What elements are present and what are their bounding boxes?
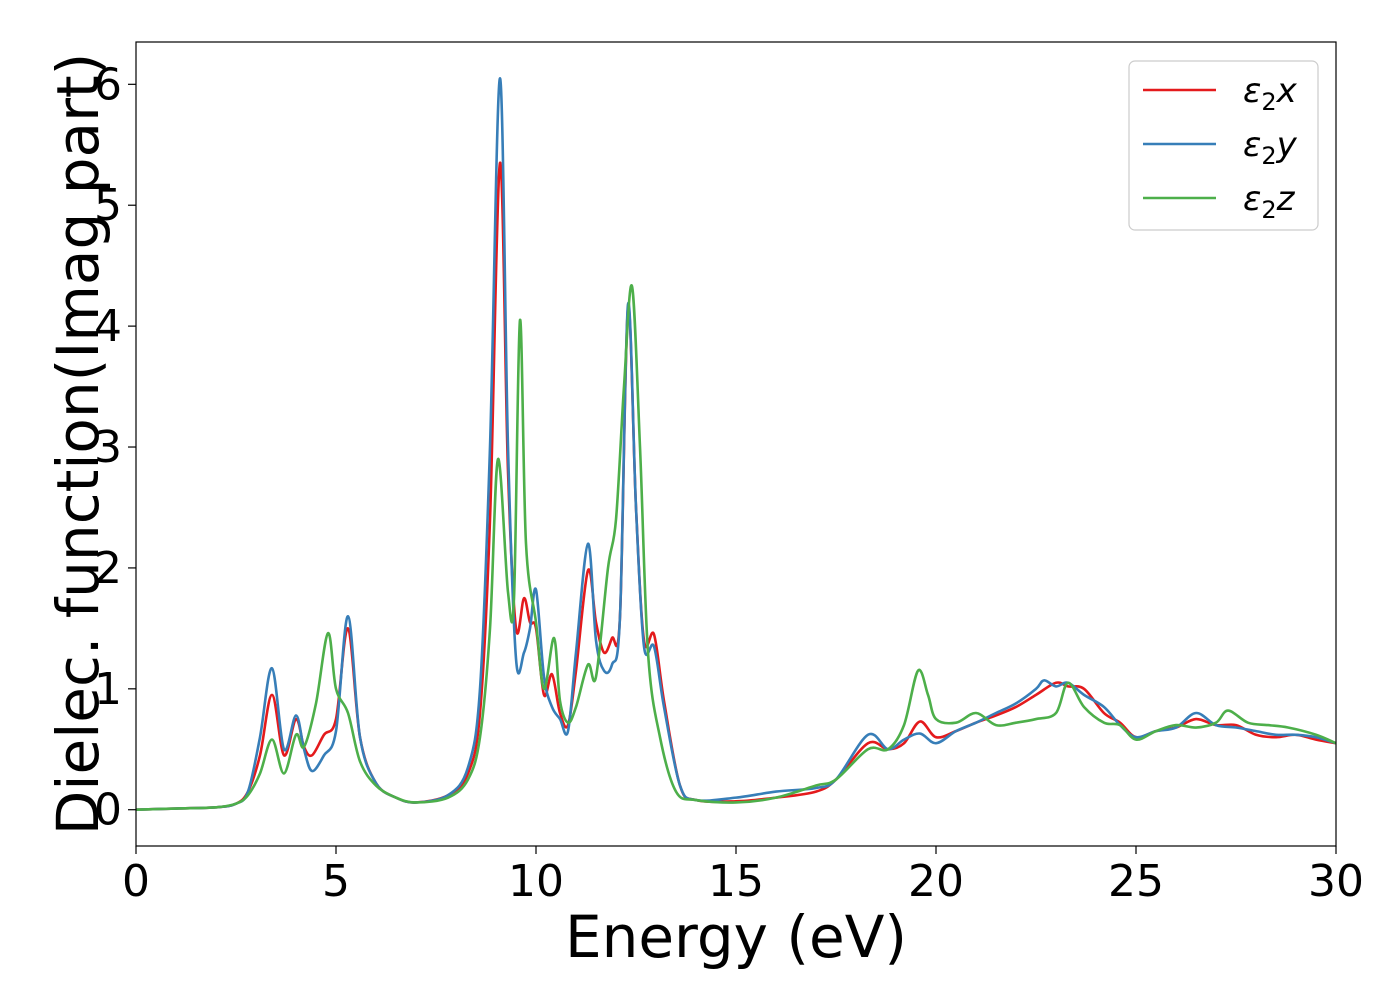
- x-tick-label: 25: [1108, 856, 1164, 907]
- x-tick-label: 0: [122, 856, 150, 907]
- y-tick-label: 1: [94, 664, 122, 715]
- legend-box: [1128, 60, 1319, 231]
- y-tick-label: 6: [94, 59, 122, 110]
- y-tick-label: 5: [94, 180, 122, 231]
- y-tick-label: 3: [94, 422, 122, 473]
- series-layer: [136, 76, 1336, 812]
- series-line-z: [136, 284, 1336, 812]
- legend-label-x: ε2x: [1243, 71, 1298, 116]
- y-tick-label: 4: [94, 301, 122, 352]
- legend: ε2x ε2y ε2z: [1128, 60, 1319, 231]
- legend-label-y: ε2y: [1243, 125, 1298, 170]
- y-tick-label: 0: [94, 785, 122, 836]
- legend-label-z: ε2z: [1243, 179, 1296, 224]
- x-tick-label: 5: [322, 856, 350, 907]
- x-axis-ticks: 0 5 10 15 20 25 30: [122, 846, 1364, 907]
- x-tick-label: 20: [908, 856, 964, 907]
- y-axis-title: Dielec. function(Imag part): [44, 53, 112, 836]
- x-tick-label: 15: [708, 856, 764, 907]
- x-tick-label: 30: [1308, 856, 1364, 907]
- x-axis-title: Energy (eV): [565, 903, 907, 971]
- x-tick-label: 10: [508, 856, 564, 907]
- y-tick-label: 2: [94, 543, 122, 594]
- y-axis-ticks: 0 1 2 3 4 5 6: [94, 59, 136, 836]
